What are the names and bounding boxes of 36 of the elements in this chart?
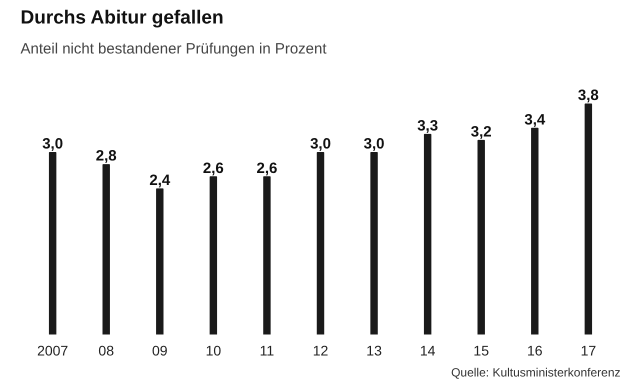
x-tick-label: 08 [98,342,114,358]
bar [263,176,271,334]
x-tick-label: 12 [312,342,328,358]
x-tick-label: 17 [580,342,596,358]
data-label: 2,8 [96,148,117,165]
data-label: 3,2 [470,123,492,140]
data-label: 3,0 [42,136,64,153]
x-tick-label: 13 [366,342,382,358]
bar [584,103,592,334]
bar [424,134,432,334]
data-label: 2,4 [149,172,171,189]
data-label: 2,6 [202,160,224,177]
bar [48,152,56,334]
bar [210,176,218,334]
data-label: 3,8 [578,86,599,104]
x-tick-label: 14 [420,342,436,358]
bar [478,140,485,334]
data-label: 3,0 [364,136,385,153]
bar [531,128,538,334]
source-note: Quelle: Kultusministerkonferenz [451,366,621,380]
data-label: 3,3 [417,117,438,134]
x-tick-label: 10 [206,342,222,358]
bar [370,152,378,334]
data-label: 3,0 [310,136,331,153]
x-tick-label: 09 [152,342,168,358]
x-tick-label: 15 [473,342,490,358]
chart-title: Durchs Abitur gefallen [20,8,224,28]
chart-subtitle: Anteil nicht bestandener Prüfungen in Prozent [20,40,328,58]
bar [156,188,164,334]
x-tick-label: 2007 [37,342,68,358]
data-label: 3,4 [524,111,546,128]
x-tick-label: 16 [527,342,543,358]
x-tick-label: 11 [260,342,274,358]
data-label: 2,6 [256,160,278,177]
bar [316,152,324,334]
bar [102,164,110,334]
